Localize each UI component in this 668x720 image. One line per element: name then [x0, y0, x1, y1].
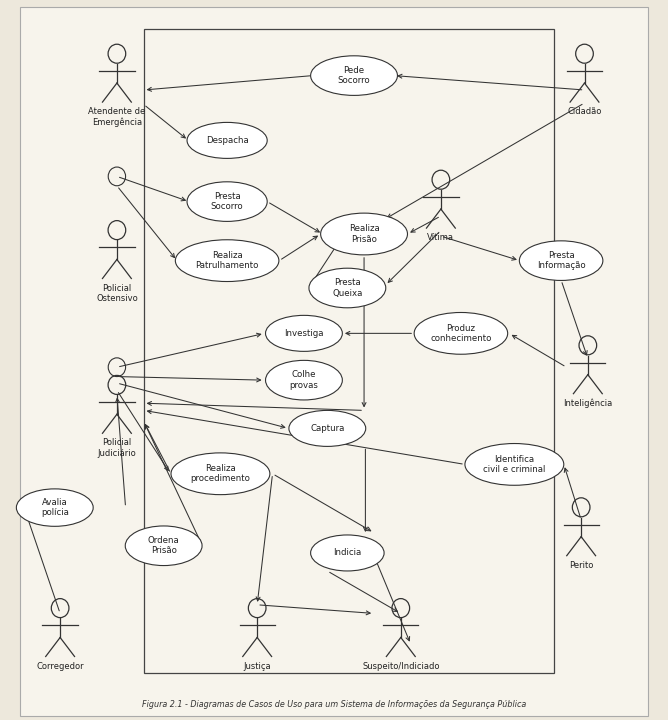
Ellipse shape — [309, 268, 386, 308]
Ellipse shape — [520, 240, 603, 281]
Ellipse shape — [289, 410, 366, 446]
Ellipse shape — [465, 444, 564, 485]
Text: Inteligência: Inteligência — [563, 399, 613, 408]
Ellipse shape — [265, 315, 343, 351]
Text: Presta
Queixa: Presta Queixa — [332, 279, 363, 297]
Ellipse shape — [16, 489, 94, 526]
Ellipse shape — [311, 535, 384, 571]
FancyBboxPatch shape — [20, 7, 648, 716]
Ellipse shape — [265, 360, 343, 400]
Text: Figura 2.1 - Diagramas de Casos de Uso para um Sistema de Informações da Seguran: Figura 2.1 - Diagramas de Casos de Uso p… — [142, 700, 526, 709]
Text: Realiza
Prisão: Realiza Prisão — [349, 225, 379, 243]
Text: Investiga: Investiga — [284, 329, 324, 338]
Text: Ordena
Prisão: Ordena Prisão — [148, 536, 180, 555]
Text: Perito: Perito — [569, 561, 593, 570]
Ellipse shape — [126, 526, 202, 566]
Ellipse shape — [171, 453, 270, 495]
Text: Colhe
provas: Colhe provas — [289, 371, 319, 390]
Ellipse shape — [175, 240, 279, 282]
Text: Suspeito/Indiciado: Suspeito/Indiciado — [362, 662, 440, 671]
Text: Policial
Ostensivo: Policial Ostensivo — [96, 284, 138, 303]
Text: Vítima: Vítima — [428, 233, 454, 242]
Text: Realiza
Patrulhamento: Realiza Patrulhamento — [196, 251, 259, 270]
Text: Justiça: Justiça — [243, 662, 271, 671]
Text: Produz
conhecimento: Produz conhecimento — [430, 324, 492, 343]
Text: Pede
Socorro: Pede Socorro — [338, 66, 370, 85]
Ellipse shape — [321, 213, 407, 255]
Text: Realiza
procedimento: Realiza procedimento — [190, 464, 250, 483]
Text: Presta
Informação: Presta Informação — [537, 251, 585, 270]
Text: Indicia: Indicia — [333, 549, 361, 557]
Text: Identifica
civil e criminal: Identifica civil e criminal — [483, 455, 546, 474]
Ellipse shape — [187, 122, 267, 158]
Text: Atendente de
Emergência: Atendente de Emergência — [88, 107, 146, 127]
Text: Captura: Captura — [310, 424, 345, 433]
Text: Policial
Judiciário: Policial Judiciário — [98, 438, 136, 458]
Text: Cidadão: Cidadão — [567, 107, 602, 116]
Text: Corregedor: Corregedor — [36, 662, 84, 671]
Ellipse shape — [311, 56, 397, 95]
Text: Presta
Socorro: Presta Socorro — [211, 192, 243, 211]
Ellipse shape — [187, 182, 267, 222]
Text: Avalia
polícia: Avalia polícia — [41, 498, 69, 517]
Ellipse shape — [414, 312, 508, 354]
Text: Despacha: Despacha — [206, 136, 248, 145]
